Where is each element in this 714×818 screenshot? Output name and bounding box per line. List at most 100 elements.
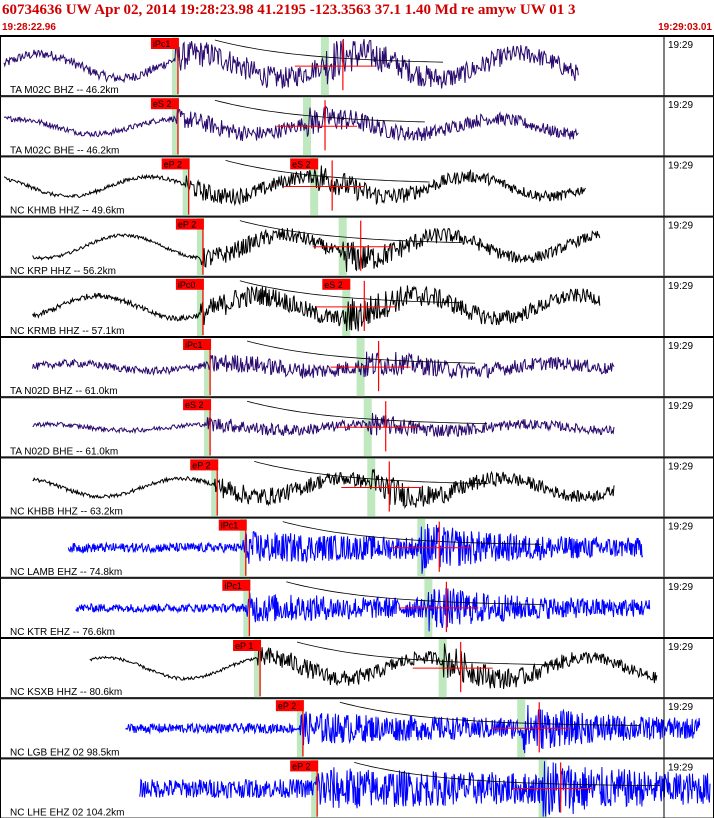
coda-curve [246,400,488,424]
p-pick-flag[interactable] [218,519,247,531]
trace-row[interactable]: eS 2 TA N02D BHE -- 61.0km 19:29 [0,397,714,458]
station-label: NC KHBB HHZ -- 63.2km [10,507,123,518]
waveform [139,761,711,817]
trace-row[interactable]: eP 2 NC KHBB HHZ -- 63.2km 19:29 [0,457,714,518]
waveform [32,285,601,332]
p-pick-label: eP 2 [278,701,296,711]
station-label: NC KSXB HHZ -- 80.6km [10,687,122,698]
coda-curve [214,99,425,123]
end-time: 19:29:03.01 [658,22,712,33]
coda-curve [246,340,476,364]
station-label: TA N02D BHE -- 61.0km [10,446,118,457]
waveform [32,351,615,379]
p-window [254,639,262,698]
coda-curve [286,581,545,605]
p-window [171,37,179,96]
trace-row[interactable]: iPc1 TA M02C BHZ -- 46.2km 19:29 [0,36,714,97]
trace-panel: iPc1 TA M02C BHZ -- 46.2km 19:29 eS 2 TA M02… [0,36,714,818]
coda-curve [254,461,489,485]
s-pick-label: eS 2 [324,280,343,290]
p-window [311,759,319,818]
time-tick-label: 19:29 [668,582,693,593]
header-divider [0,35,714,36]
waveform [75,588,651,632]
time-tick-label: 19:29 [668,762,693,773]
trace-row[interactable]: iPc1 NC KTR EHZ -- 76.6km 19:29 [0,577,714,638]
s-pick-label: eS 2 [292,159,311,169]
trace-row[interactable]: eP 1 NC KSXB HHZ -- 80.6km 19:29 [0,638,714,699]
trace-row[interactable]: iPc1 TA N02D BHZ -- 61.0km 19:29 [0,337,714,398]
p-pick-flag[interactable] [175,278,204,290]
time-tick-label: 19:29 [668,281,693,292]
p-pick-label: iPc0 [178,280,196,290]
p-pick-flag[interactable] [175,218,204,230]
coda-curve [239,220,462,243]
p-pick-label: iPc1 [224,581,242,591]
p-window [243,578,251,637]
trace-row[interactable]: iPc1 NC LAMB EHZ -- 74.8km 19:29 [0,517,714,578]
trace-row[interactable]: eP 2 eS 2 NC KHMB HHZ -- 49.6km 19:29 [0,156,714,217]
time-tick-label: 19:29 [668,341,693,352]
time-tick-label: 19:29 [668,221,693,232]
p-pick-label: eP 2 [178,220,196,230]
coda-curve [296,641,562,666]
p-window [171,97,179,156]
station-label: TA M02C BHZ -- 46.2km [10,85,119,96]
station-label: NC KTR EHZ -- 76.6km [10,627,115,638]
station-label: TA N02D BHZ -- 61.0km [10,386,118,397]
station-label: NC KHMB HHZ -- 49.6km [10,206,124,217]
trace-row[interactable]: eS 2 TA M02C BHE -- 46.2km 19:29 [0,96,714,157]
p-window [182,157,190,216]
p-pick-label: eS 2 [153,99,172,109]
p-pick-flag[interactable] [183,339,212,350]
trace-row[interactable]: eP 2 NC LGB EHZ 02 98.5km 19:29 [0,698,714,759]
time-tick-label: 19:29 [668,702,693,713]
p-pick-flag[interactable] [150,38,179,49]
station-label: NC KRMB HHZ -- 57.1km [10,326,124,337]
time-tick-label: 19:29 [668,401,693,412]
trace-row[interactable]: eP 2 NC LHE EHZ 02 104.2km 19:29 [0,758,714,818]
waveform [32,227,601,272]
p-window [204,398,212,457]
event-title: 60734636 UW Apr 02, 2014 19:28:23.98 41.… [2,2,576,18]
p-pick-flag[interactable] [190,459,219,471]
p-window [204,338,212,397]
time-tick-label: 19:29 [668,160,693,171]
waveform [3,105,579,142]
p-pick-flag[interactable] [150,98,179,110]
coda-curve [225,160,430,183]
waveform [4,165,586,207]
time-tick-label: 19:29 [668,40,693,51]
time-tick-label: 19:29 [668,100,693,111]
coda-curve [214,39,443,63]
p-pick-flag[interactable] [222,579,251,591]
p-pick-label: iPc1 [185,340,203,350]
p-pick-label: iPc1 [221,521,239,531]
coda-curve [339,701,640,726]
p-pick-label: eP 2 [192,460,210,470]
waveform [125,704,701,754]
p-pick-label: eP 1 [235,641,253,651]
waveform [89,643,658,690]
time-tick-label: 19:29 [668,461,693,472]
waveform [3,38,579,89]
time-tick-label: 19:29 [668,642,693,653]
s-pick-flag[interactable] [322,278,351,290]
p-pick-label: eP 2 [292,761,310,771]
p-pick-label: iPc1 [153,39,171,49]
trace-row[interactable]: iPc0 eS 2 NC KRMB HHZ -- 57.1km 19:29 [0,276,714,338]
p-pick-flag[interactable] [161,158,190,170]
p-window [211,458,219,517]
s-pick-flag[interactable] [290,158,319,170]
start-time: 19:28:22.96 [2,22,56,33]
p-pick-flag[interactable] [183,399,212,411]
p-window [239,518,247,577]
p-pick-flag[interactable] [233,640,262,651]
p-pick-flag[interactable] [275,700,304,712]
trace-row[interactable]: eP 2 NC KRP HHZ -- 56.2km 19:29 [0,216,714,277]
coda-curve [282,521,541,545]
station-label: NC LAMB EHZ -- 74.8km [10,567,122,578]
p-window [196,217,204,276]
p-pick-flag[interactable] [290,760,319,772]
